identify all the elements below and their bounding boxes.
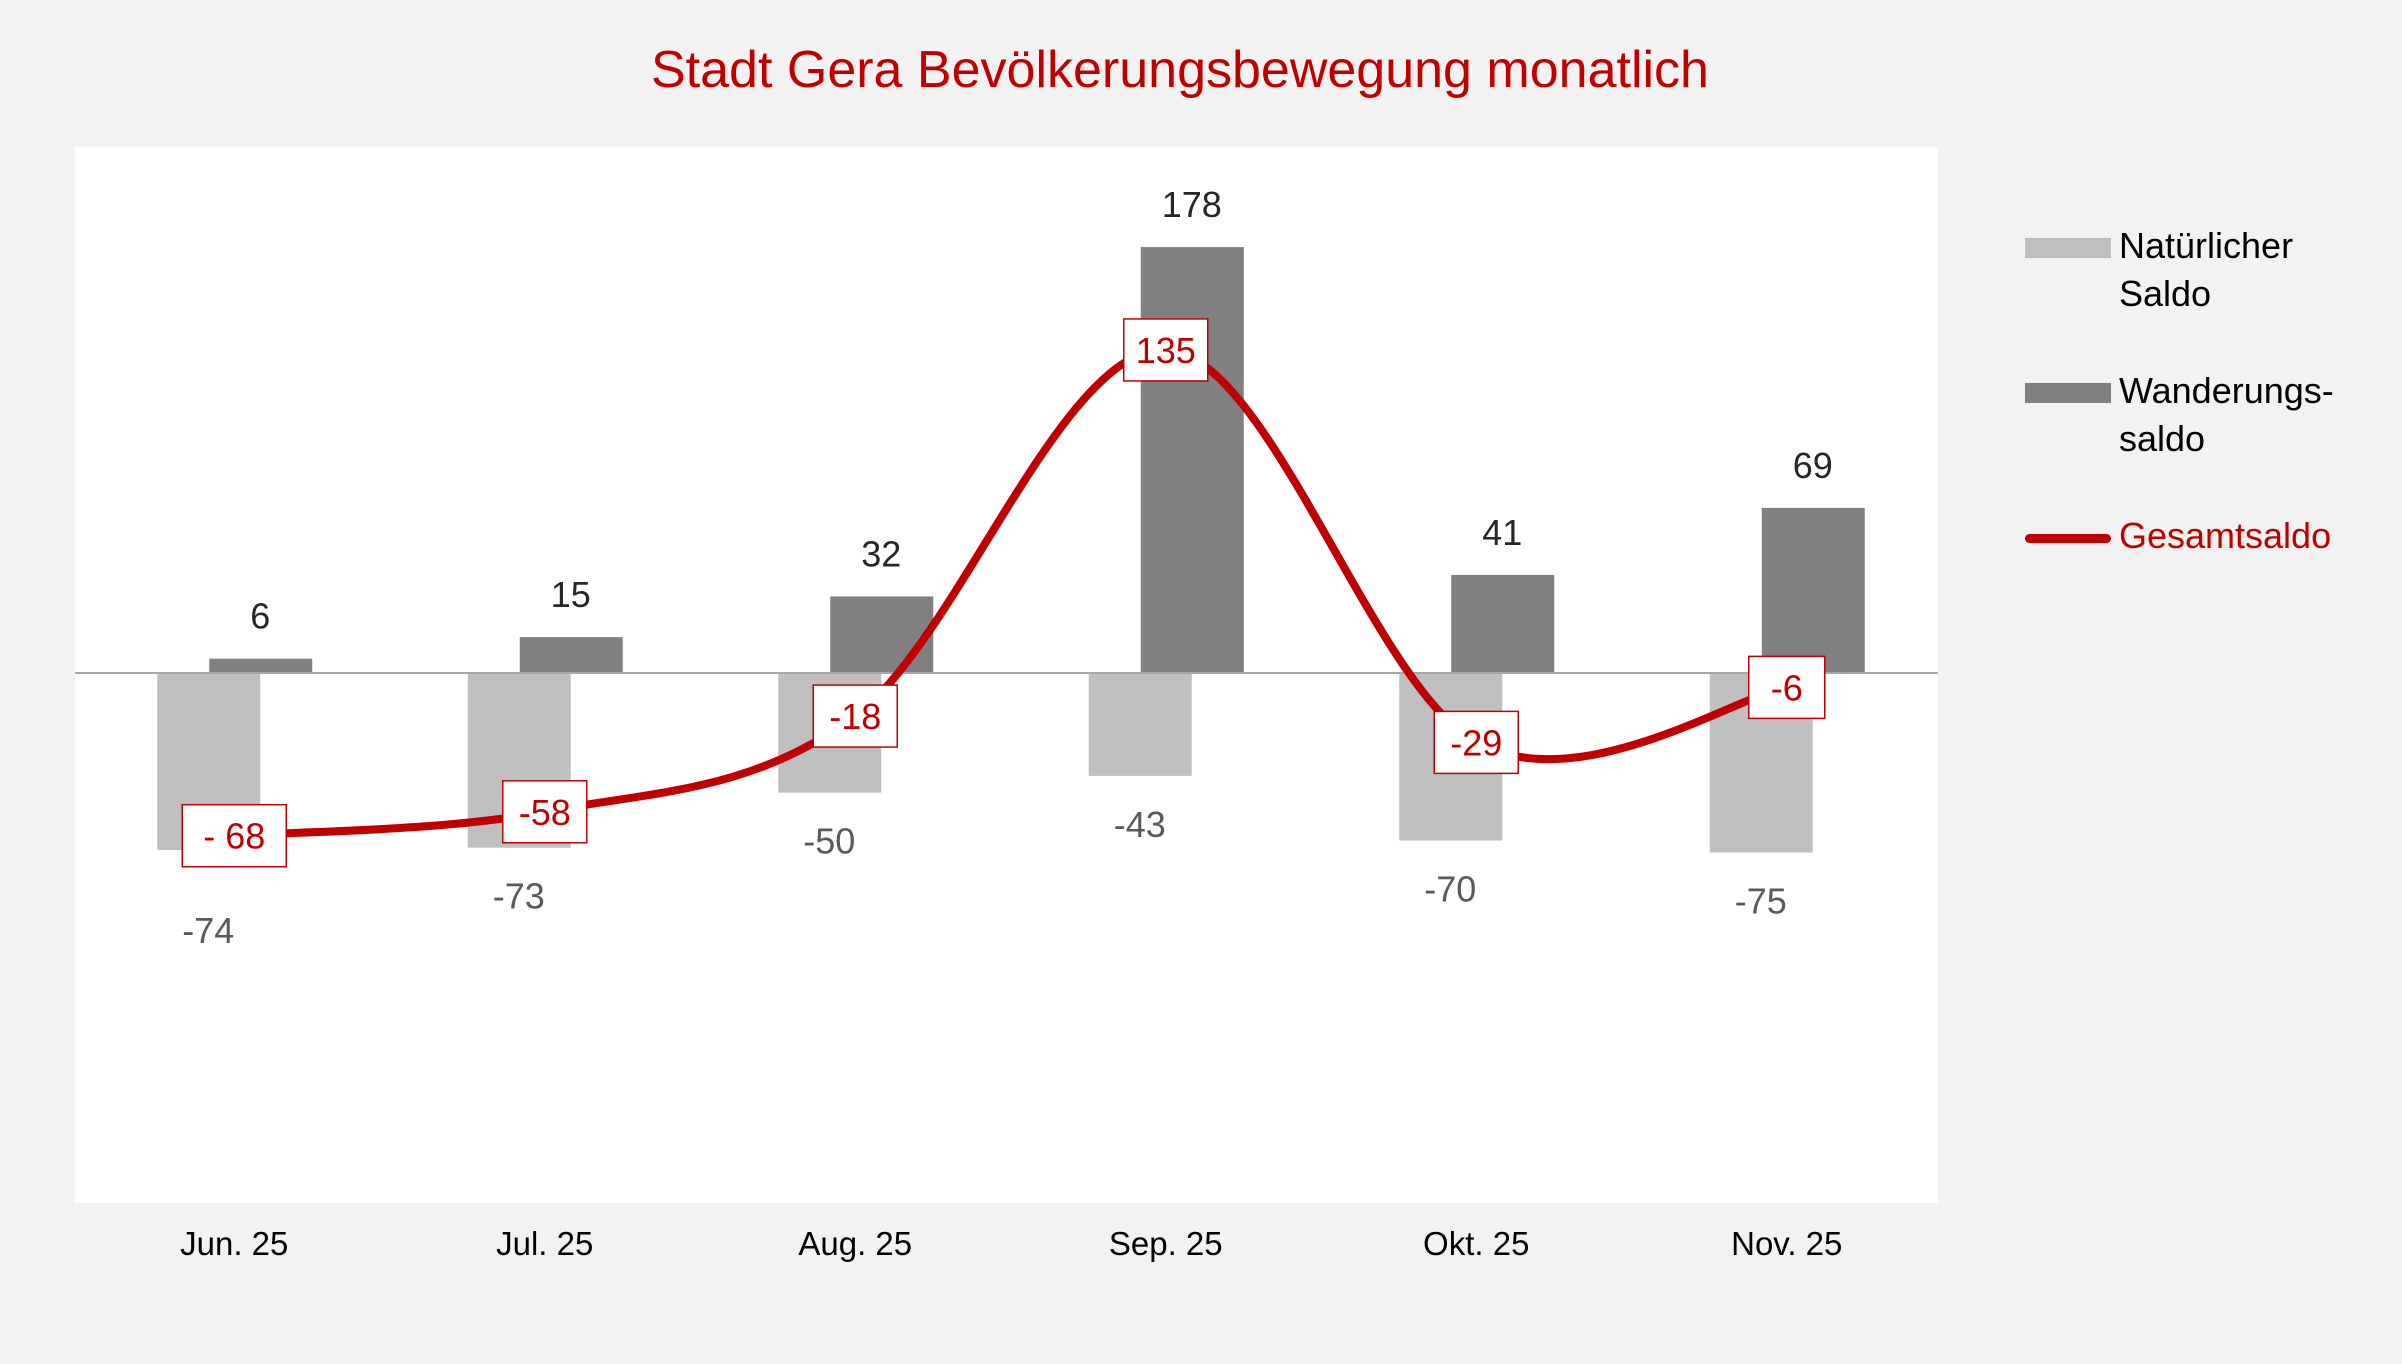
- legend-label: Gesamtsaldo: [2119, 512, 2331, 560]
- data-label-box: [1748, 655, 1826, 720]
- data-label-wanderungssaldo: 69: [1793, 445, 1833, 486]
- legend-label-line: Gesamtsaldo: [2119, 515, 2332, 556]
- data-label-natuerlicher-saldo: -74: [182, 910, 234, 951]
- data-label-box: [1123, 318, 1209, 382]
- data-label-text: -58: [519, 792, 571, 833]
- data-label-box: [181, 803, 287, 868]
- legend-swatch: [2025, 238, 2111, 258]
- x-tick-label: Aug. 25: [798, 1225, 912, 1262]
- data-label-text: 135: [1136, 330, 1196, 371]
- x-tick-label: Okt. 25: [1423, 1225, 1529, 1262]
- data-label-gesamtsaldo: -58: [502, 780, 588, 844]
- bar-wanderungssaldo: [1761, 507, 1865, 673]
- data-label-wanderungssaldo: 15: [551, 574, 591, 615]
- data-label-box: [812, 684, 898, 748]
- data-label-box: [502, 780, 588, 844]
- data-label-wanderungssaldo: 32: [861, 533, 901, 574]
- data-label-text: -18: [829, 696, 881, 737]
- bar-wanderungssaldo: [519, 637, 623, 673]
- data-label-text: -6: [1771, 667, 1803, 708]
- bar-wanderungssaldo: [1451, 574, 1555, 673]
- data-label-gesamtsaldo: - 68: [181, 803, 287, 868]
- legend-item-gesamtsaldo: Gesamtsaldo: [2025, 512, 2331, 560]
- data-label-natuerlicher-saldo: -50: [803, 821, 855, 862]
- legend-label-line: Natürlicher: [2119, 225, 2294, 266]
- data-label-text: -29: [1450, 722, 1502, 763]
- plot-area: [75, 147, 1938, 1203]
- bar-wanderungssaldo: [830, 596, 934, 673]
- data-label-wanderungssaldo: 6: [250, 596, 270, 637]
- legend-swatch: [2025, 383, 2111, 403]
- legend-label-line: Saldo: [2119, 273, 2212, 314]
- data-label-wanderungssaldo: 178: [1162, 184, 1222, 225]
- legend-item-wanderungssaldo: Wanderungs- saldo: [2025, 367, 2334, 463]
- data-label-wanderungssaldo: 41: [1482, 512, 1522, 553]
- data-label-box: [1433, 710, 1519, 775]
- bar-wanderungssaldo: [209, 658, 313, 673]
- data-label-natuerlicher-saldo: -43: [1114, 804, 1166, 845]
- legend-item-natuerlicher-saldo: Natürlicher Saldo: [2025, 222, 2293, 318]
- legend-label: Wanderungs- saldo: [2119, 367, 2334, 463]
- data-label-gesamtsaldo: -18: [812, 684, 898, 748]
- data-label-natuerlicher-saldo: -70: [1424, 869, 1476, 910]
- data-label-natuerlicher-saldo: -75: [1735, 880, 1787, 921]
- bar-natuerlicher-saldo: [1088, 673, 1192, 776]
- data-label-gesamtsaldo: -6: [1748, 655, 1826, 720]
- x-tick-label: Sep. 25: [1109, 1225, 1223, 1262]
- legend-label-line: Wanderungs-: [2119, 370, 2334, 411]
- x-tick-label: Jun. 25: [180, 1225, 288, 1262]
- data-label-gesamtsaldo: 135: [1123, 318, 1209, 382]
- legend-label: Natürlicher Saldo: [2119, 222, 2293, 318]
- data-label-gesamtsaldo: -29: [1433, 710, 1519, 775]
- data-label-natuerlicher-saldo: -73: [493, 876, 545, 917]
- data-label-text: - 68: [203, 816, 265, 857]
- x-tick-label: Nov. 25: [1731, 1225, 1842, 1262]
- legend-label-line: saldo: [2119, 418, 2206, 459]
- legend-line-swatch: [2025, 534, 2111, 543]
- x-tick-label: Jul. 25: [496, 1225, 593, 1262]
- chart-title: Stadt Gera Bevölkerungsbewegung monatlic…: [651, 41, 1709, 99]
- bar-wanderungssaldo: [1140, 247, 1244, 673]
